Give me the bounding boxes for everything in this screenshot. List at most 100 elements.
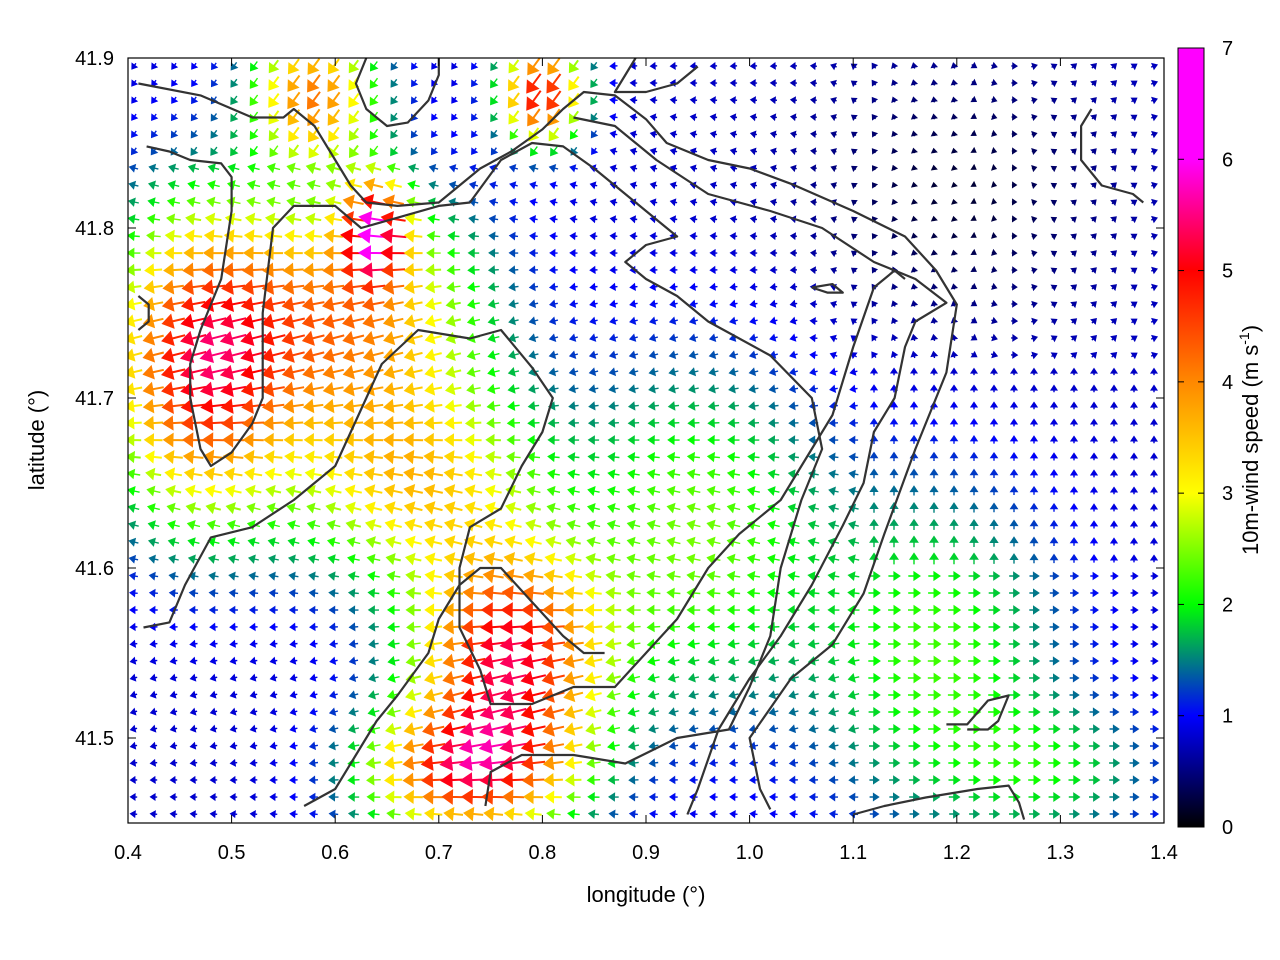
wind-arrow	[709, 198, 718, 207]
wind-arrow	[342, 364, 364, 380]
wind-arrow	[499, 653, 527, 669]
wind-arrow	[1050, 250, 1058, 258]
contour-line	[811, 283, 844, 294]
wind-arrow	[991, 232, 998, 239]
wind-arrow	[626, 570, 641, 582]
wind-arrow	[405, 603, 421, 617]
wind-arrow	[608, 333, 618, 342]
wind-arrow	[989, 401, 999, 410]
wind-arrow	[563, 586, 583, 600]
wind-arrow	[404, 705, 423, 719]
wind-arrow	[301, 313, 325, 329]
wind-arrow	[869, 792, 880, 802]
wind-arrow	[808, 724, 819, 734]
wind-arrow	[827, 673, 840, 683]
wind-arrow	[368, 656, 379, 666]
wind-arrow	[930, 317, 939, 324]
wind-arrow	[210, 79, 219, 88]
wind-arrow	[747, 656, 760, 666]
wind-arrow	[403, 501, 423, 515]
wind-arrow	[369, 145, 379, 158]
wind-arrow	[327, 109, 341, 126]
wind-arrow	[1090, 63, 1097, 70]
wind-arrow	[869, 741, 881, 751]
wind-arrow	[289, 724, 298, 733]
wind-arrow	[950, 249, 958, 256]
wind-arrow	[706, 451, 720, 463]
wind-arrow	[769, 265, 778, 274]
wind-arrow	[909, 468, 919, 479]
wind-arrow	[189, 707, 198, 716]
wind-arrow	[386, 587, 401, 599]
wind-arrow	[302, 381, 324, 397]
wind-arrow	[1090, 114, 1097, 121]
wind-arrow	[149, 690, 158, 699]
wind-arrow	[207, 537, 220, 548]
wind-arrow	[308, 792, 318, 802]
x-axis-ticks: 0.4 0.5 0.6 0.7 0.8 0.9 1.0 1.1 1.2 1.3 1.4	[114, 58, 1178, 864]
wind-arrow	[891, 164, 899, 172]
wind-arrow	[788, 741, 799, 751]
wind-arrow	[1008, 605, 1021, 615]
wind-arrow	[607, 435, 620, 445]
wind-arrow	[667, 418, 680, 428]
wind-arrow	[422, 705, 444, 720]
wind-arrow	[463, 535, 483, 549]
wind-arrow	[411, 62, 419, 71]
coastline-contours	[137, 58, 1144, 820]
wind-arrow	[442, 653, 464, 669]
wind-arrow	[666, 468, 681, 480]
wind-arrow	[607, 740, 620, 751]
wind-arrow	[1129, 775, 1140, 785]
wind-arrow	[769, 164, 777, 173]
wind-arrow	[328, 622, 338, 632]
wind-arrow	[264, 467, 282, 481]
wind-arrow	[609, 164, 618, 173]
wind-arrow	[544, 790, 562, 804]
wind-arrow	[520, 653, 547, 669]
wind-arrow	[928, 775, 941, 785]
wind-arrow	[567, 418, 579, 428]
wind-arrow	[988, 604, 1001, 616]
wind-arrow	[830, 113, 837, 122]
wind-arrow	[626, 536, 641, 548]
x-tick-label: 1.1	[839, 842, 867, 864]
wind-arrow	[891, 232, 899, 240]
wind-arrow	[410, 96, 419, 105]
wind-arrow	[327, 58, 340, 75]
wind-arrow	[668, 758, 679, 768]
wind-arrow	[285, 484, 302, 498]
wind-arrow	[506, 417, 521, 429]
wind-arrow	[907, 621, 922, 633]
wind-arrow	[709, 147, 718, 156]
wind-arrow	[1049, 486, 1059, 495]
wind-arrow	[686, 621, 700, 633]
wind-arrow	[626, 587, 641, 599]
wind-arrow	[128, 280, 142, 294]
wind-arrow	[348, 59, 360, 74]
wind-arrow	[228, 605, 238, 615]
wind-arrow	[589, 282, 598, 292]
wind-arrow	[789, 130, 797, 139]
wind-arrow	[629, 147, 638, 156]
wind-arrow	[1089, 792, 1101, 802]
wind-arrow	[810, 198, 817, 206]
wind-arrow	[888, 570, 901, 582]
wind-arrow	[847, 655, 860, 666]
wind-arrow	[1130, 97, 1138, 105]
wind-arrow	[342, 330, 365, 346]
wind-arrow	[348, 127, 360, 142]
wind-arrow	[229, 639, 238, 648]
wind-arrow	[1008, 706, 1021, 718]
wind-arrow	[646, 502, 661, 514]
wind-arrow	[526, 73, 542, 94]
wind-arrow	[269, 145, 279, 158]
wind-arrow	[1028, 774, 1042, 786]
wind-arrow	[390, 78, 399, 88]
wind-arrow	[706, 570, 721, 582]
wind-arrow	[529, 181, 538, 190]
wind-arrow	[626, 503, 641, 514]
wind-arrow	[547, 58, 561, 76]
wind-arrow	[851, 165, 858, 173]
